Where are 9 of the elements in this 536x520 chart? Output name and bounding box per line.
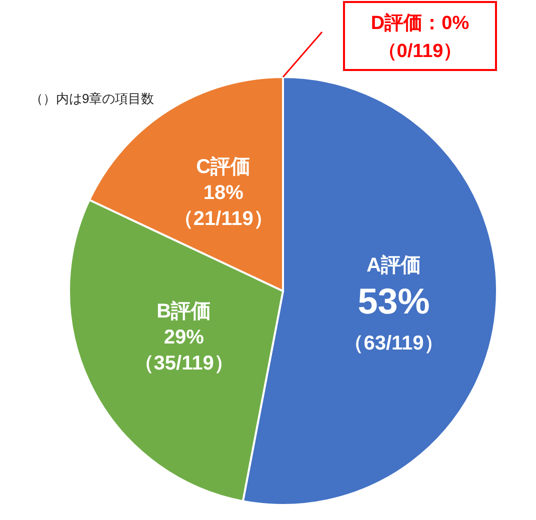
data-label: 29% （35/119） [134,326,234,375]
text: （）内は9章の項目数 [30,91,154,106]
category-label: D評価：0% [370,13,470,34]
slice-label: C評価 [196,155,251,178]
data-label: 18% （21/119） [173,182,274,230]
slice-label: A評価 [366,253,422,276]
text: （0/119） [378,41,462,62]
data-label: 53% （63/119） [344,280,444,354]
slice-label: B評価 [156,300,212,323]
